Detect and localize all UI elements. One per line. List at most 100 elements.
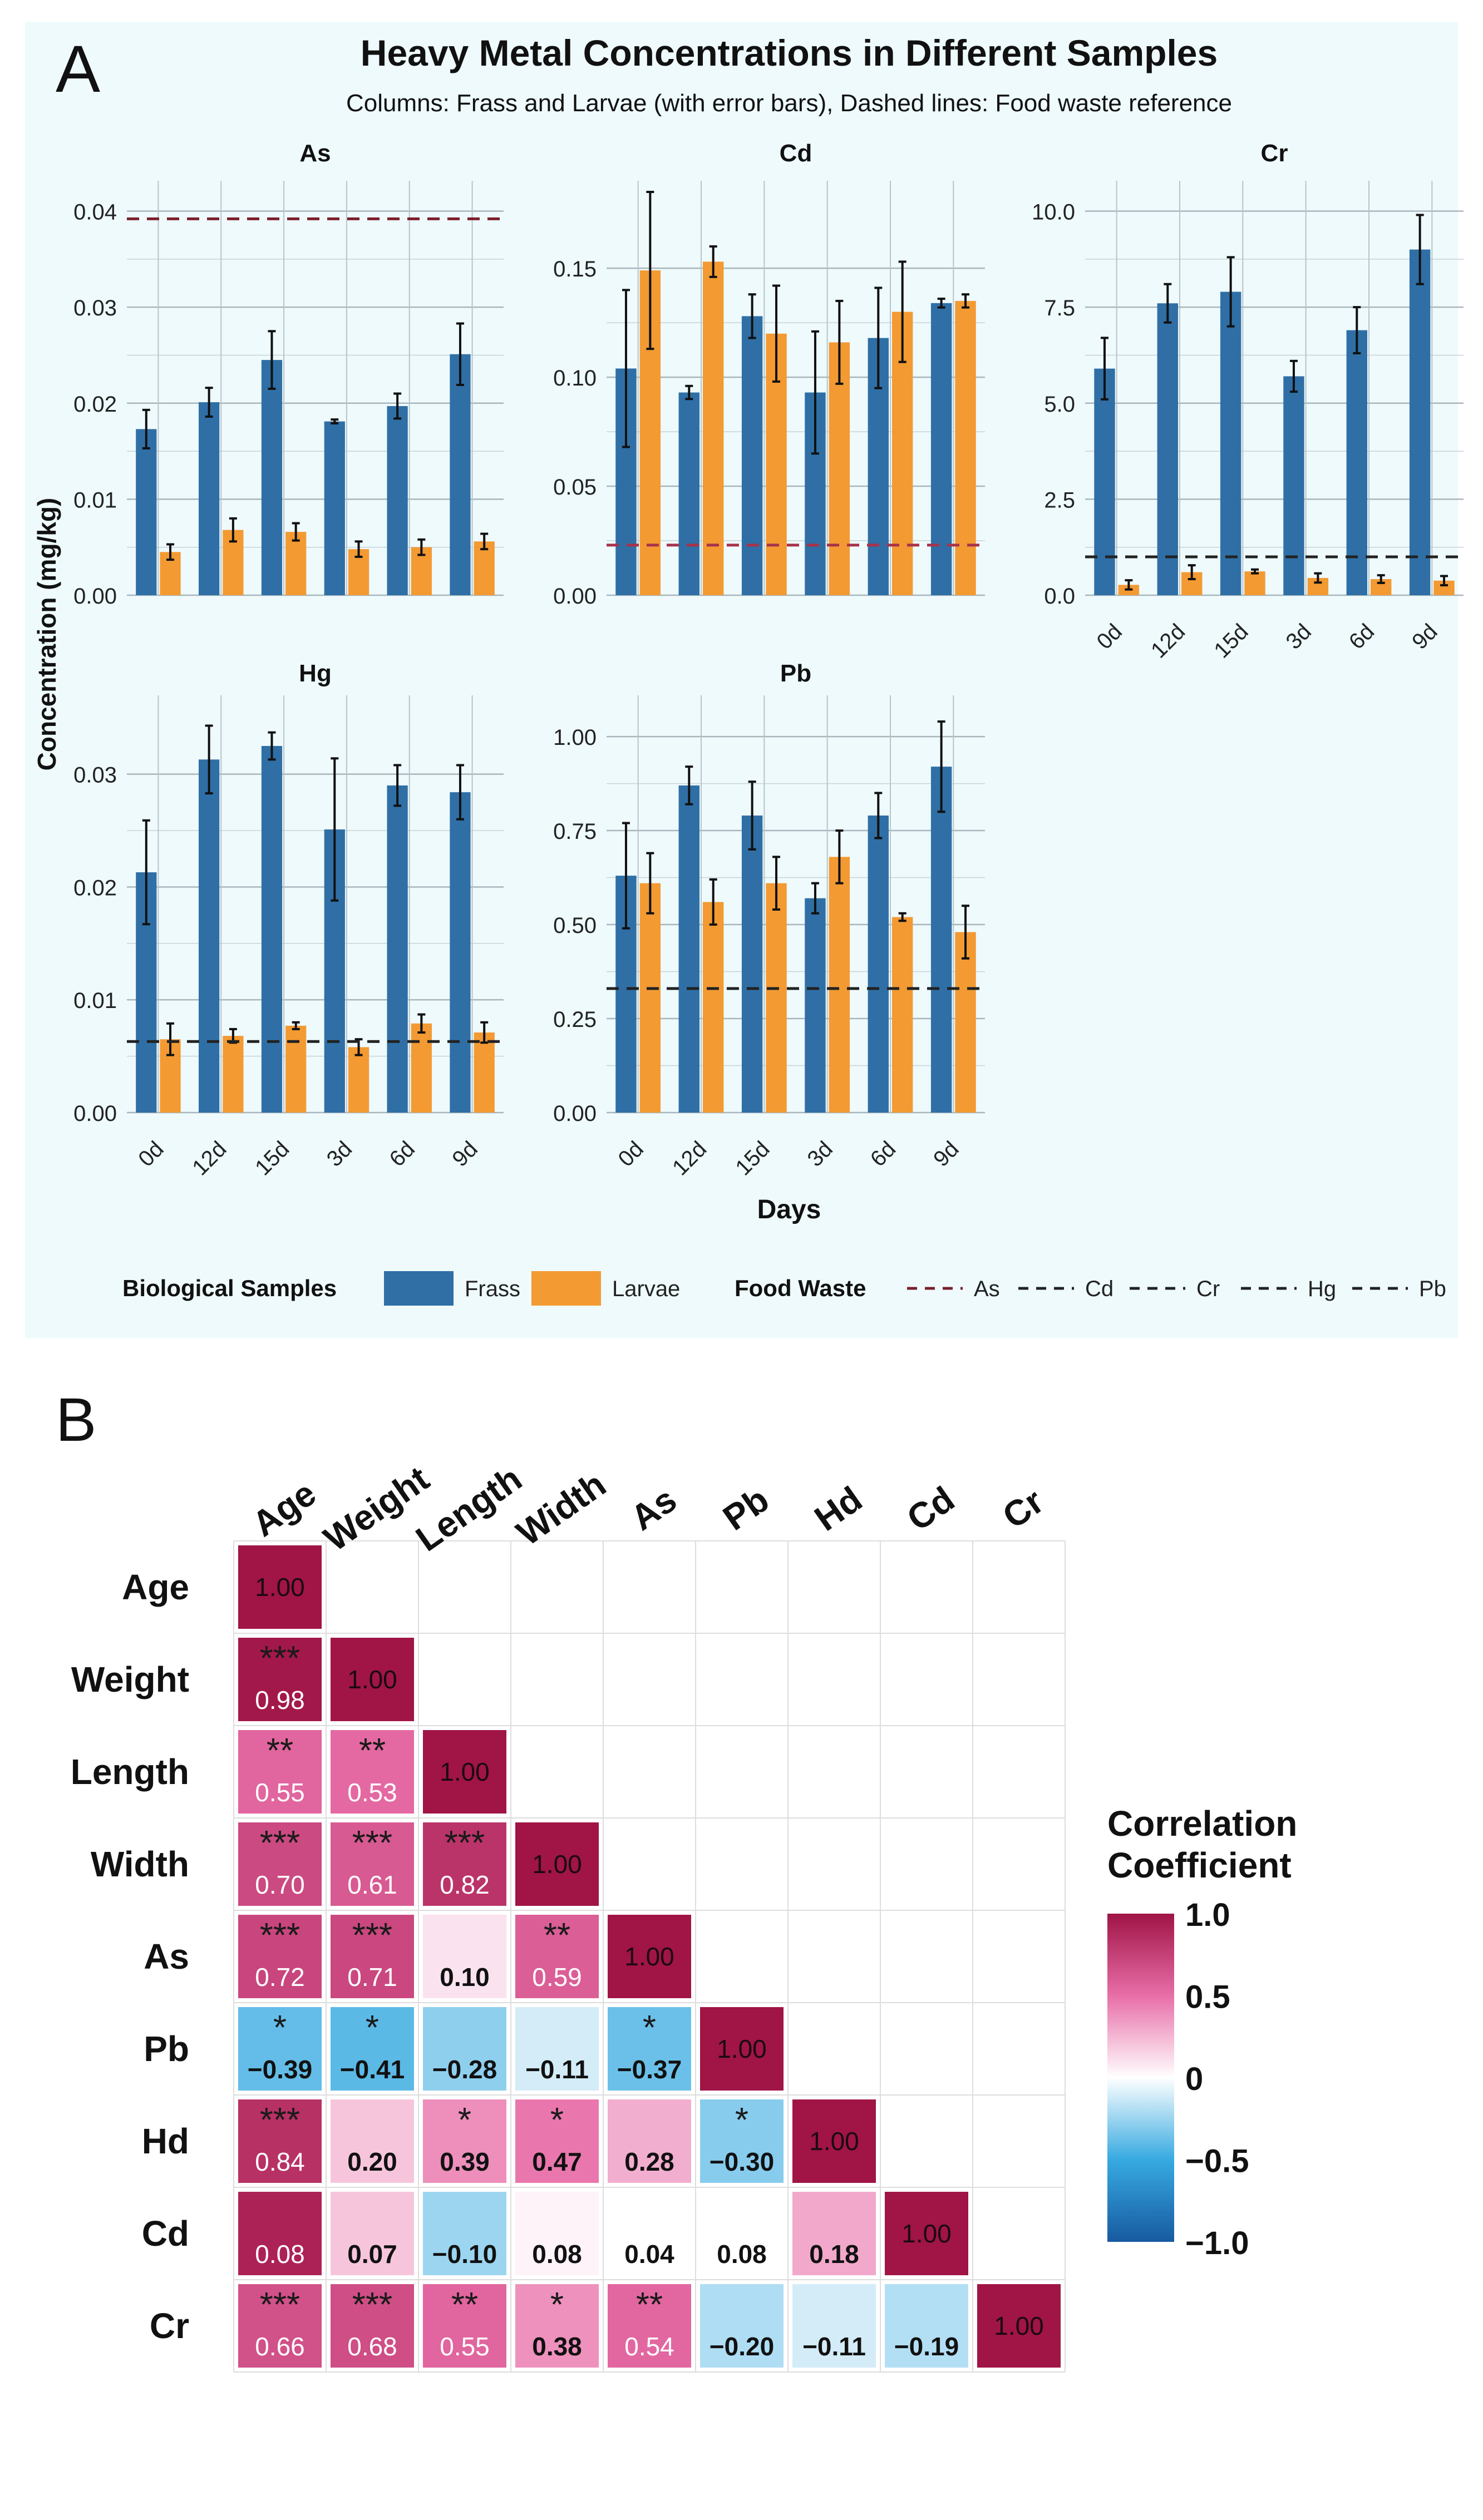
heatmap-cell <box>331 2284 414 2368</box>
heatmap-cell <box>792 2192 876 2275</box>
frass-bar-3d <box>805 898 826 1113</box>
heatmap-cell <box>792 2284 876 2368</box>
cell-value: 1.00 <box>809 2127 859 2156</box>
heatmap-cell <box>608 2007 691 2091</box>
legend-larvae-label: Larvae <box>612 1277 680 1301</box>
facet-as: As 0.00 0.01 0.02 0.03 0.04 <box>73 140 504 609</box>
frass-bar-9d <box>1409 249 1431 596</box>
larvae-bar-9d <box>474 541 495 595</box>
heatmap-cell <box>238 1638 322 1721</box>
frass-bar-15d <box>261 745 283 1113</box>
row-label: Age <box>122 1567 189 1607</box>
cell-value: −0.41 <box>340 2055 405 2084</box>
heatmap-cell <box>238 2284 322 2368</box>
larvae-bar-12d <box>223 1036 244 1113</box>
y-tick-label: 0.25 <box>553 1007 597 1032</box>
significance-stars: * <box>735 2101 748 2139</box>
larvae-bar-6d <box>411 1023 432 1113</box>
cell-value: 0.08 <box>532 2240 582 2269</box>
cell-value: 0.38 <box>532 2332 582 2361</box>
colorbar-tick-label: −0.5 <box>1185 2143 1249 2180</box>
panel-a-faceted-bar-chart: A Heavy Metal Concentrations in Different… <box>25 22 1464 1338</box>
colorbar-tick-label: 1.0 <box>1185 1897 1230 1933</box>
facet-title: Hg <box>299 660 332 687</box>
y-tick-label: 7.5 <box>1044 296 1075 320</box>
cell-value: 0.71 <box>347 1963 397 1992</box>
frass-bar-0d <box>1094 368 1115 595</box>
cell-value: −0.37 <box>617 2055 682 2084</box>
larvae-bar-9d <box>955 932 976 1113</box>
y-tick-label: 0.00 <box>73 584 117 609</box>
column-label: Width <box>509 1464 613 1554</box>
cell-value: 0.39 <box>440 2147 490 2176</box>
cell-value: 1.00 <box>255 1573 305 1602</box>
chart-subtitle: Columns: Frass and Larvae (with error ba… <box>346 90 1232 117</box>
frass-bar-6d <box>1346 330 1367 595</box>
cell-value: 0.61 <box>347 1870 397 1899</box>
x-axis-label: Days <box>757 1195 821 1224</box>
significance-stars: ** <box>359 1732 386 1770</box>
heatmap-cell-diagonal <box>977 2284 1061 2368</box>
cell-value: 0.55 <box>440 2332 490 2361</box>
frass-bar-15d <box>741 316 763 595</box>
heatmap-cell <box>608 2099 691 2183</box>
y-tick-label: 0.02 <box>73 876 117 900</box>
y-tick-label: 0.05 <box>553 475 597 500</box>
facet-title: Cr <box>1261 140 1288 167</box>
panel-b-letter: B <box>56 1386 96 1454</box>
column-label: Age <box>245 1473 323 1544</box>
cell-value: 0.28 <box>624 2147 674 2176</box>
heatmap-cell <box>700 2284 784 2368</box>
cell-value: 0.08 <box>717 2240 767 2269</box>
colorbar-title-line2: Coefficient <box>1107 1845 1292 1885</box>
significance-stars: * <box>643 2009 656 2047</box>
y-tick-label: 10.0 <box>1032 200 1075 225</box>
heatmap-cell-diagonal <box>792 2099 876 2183</box>
significance-stars: *** <box>260 1824 300 1862</box>
cell-value: −0.20 <box>710 2332 774 2361</box>
cell-value: 1.00 <box>532 1850 582 1879</box>
row-label: Hd <box>142 2121 189 2161</box>
y-tick-label: 2.5 <box>1044 488 1075 512</box>
cell-value: 1.00 <box>347 1665 397 1694</box>
significance-stars: *** <box>260 1639 300 1678</box>
cell-value: −0.11 <box>802 2332 866 2361</box>
y-tick-label: 0.03 <box>73 296 117 320</box>
cell-value: 0.68 <box>347 2332 397 2361</box>
larvae-bar-15d <box>285 1025 307 1113</box>
heatmap-cell <box>423 2099 506 2183</box>
significance-stars: * <box>550 2101 564 2139</box>
frass-bar-12d <box>199 402 220 595</box>
panel-a-letter: A <box>56 32 100 106</box>
larvae-bar-12d <box>703 261 724 595</box>
colorbar-title-line1: Correlation <box>1107 1803 1297 1844</box>
frass-bar-6d <box>868 816 889 1113</box>
significance-stars: ** <box>544 1916 570 1955</box>
row-label: Cr <box>150 2306 189 2346</box>
cell-value: 0.72 <box>255 1963 305 1992</box>
legend-food-label: Cr <box>1196 1277 1220 1301</box>
heatmap-cell <box>238 1730 322 1814</box>
heatmap-cell <box>608 2284 691 2368</box>
heatmap-cell <box>331 2007 414 2091</box>
larvae-bar-9d <box>955 300 976 595</box>
heatmap-cell <box>423 2007 506 2091</box>
heatmap-cell <box>700 2192 784 2275</box>
cell-value: 1.00 <box>901 2219 952 2248</box>
y-tick-label: 0.00 <box>553 584 597 609</box>
legend-frass-label: Frass <box>465 1277 520 1301</box>
heatmap-cell-diagonal <box>331 1638 414 1721</box>
larvae-bar-15d <box>285 532 307 595</box>
heatmap-cell <box>515 2284 599 2368</box>
frass-bar-9d <box>450 792 471 1113</box>
cell-value: −0.19 <box>894 2332 959 2361</box>
row-label: As <box>144 1936 189 1977</box>
legend-frass-swatch <box>384 1271 454 1306</box>
cell-value: 1.00 <box>717 2034 767 2063</box>
cell-value: 0.04 <box>624 2240 674 2269</box>
facet-title: Cd <box>780 140 812 167</box>
column-label: Cr <box>996 1481 1051 1536</box>
column-label: As <box>623 1479 683 1538</box>
legend-larvae-swatch <box>531 1271 601 1306</box>
